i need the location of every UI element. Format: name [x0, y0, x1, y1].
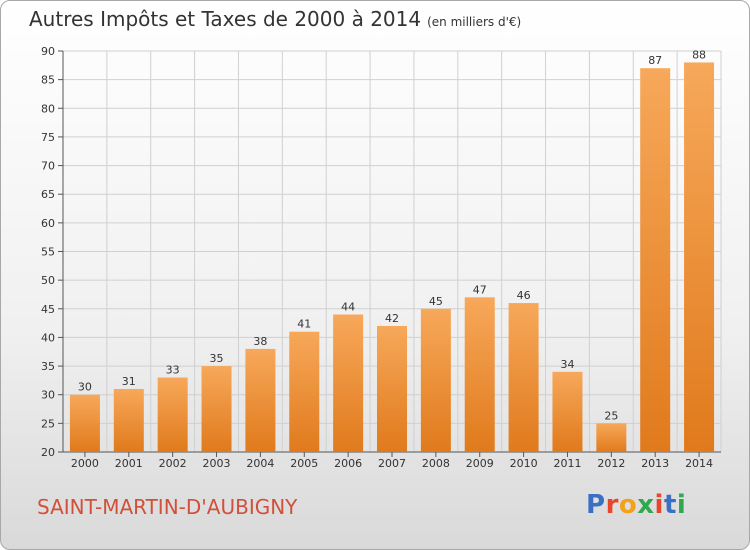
- bar-value-label: 46: [517, 289, 531, 302]
- x-tick-label: 2009: [466, 457, 494, 470]
- x-tick-label: 2008: [422, 457, 450, 470]
- bar: [684, 62, 715, 452]
- bar-value-label: 25: [604, 409, 618, 422]
- x-tick-label: 2014: [685, 457, 713, 470]
- y-tick-label: 70: [41, 160, 55, 173]
- bar-value-label: 35: [210, 352, 224, 365]
- bar: [508, 303, 539, 452]
- bar: [113, 388, 144, 452]
- brand-logo: Proxiti: [586, 490, 686, 520]
- bar-value-label: 45: [429, 295, 443, 308]
- bar: [69, 394, 100, 452]
- y-tick-label: 30: [41, 389, 55, 402]
- bar: [596, 423, 627, 452]
- x-tick-label: 2001: [115, 457, 143, 470]
- bar-layer: [69, 62, 715, 452]
- commune-name: SAINT-MARTIN-D'AUBIGNY: [37, 495, 298, 519]
- x-tick-label: 2002: [159, 457, 187, 470]
- x-tick-label: 2007: [378, 457, 406, 470]
- bar-value-label: 34: [560, 358, 574, 371]
- bar: [552, 371, 583, 452]
- bar: [289, 331, 320, 452]
- bar: [157, 377, 188, 452]
- y-tick-label: 25: [41, 417, 55, 430]
- bar-value-label: 38: [253, 335, 267, 348]
- y-tick-label: 35: [41, 360, 55, 373]
- bar-value-label: 47: [473, 283, 487, 296]
- bar-value-label: 31: [122, 375, 136, 388]
- x-tick-label: 2012: [597, 457, 625, 470]
- brand-logo-letter: i: [654, 490, 664, 520]
- bar-value-label: 41: [297, 318, 311, 331]
- brand-logo-letter: t: [663, 490, 677, 520]
- y-tick-label: 65: [41, 188, 55, 201]
- bar: [201, 366, 232, 452]
- label-layer: 30 31 33 35 38 41 44 42 45 47 46 34 25 87 88: [78, 48, 706, 422]
- y-tick-label: 60: [41, 217, 55, 230]
- bar: [420, 308, 451, 452]
- bar-value-label: 44: [341, 301, 355, 314]
- brand-logo-letter: x: [637, 490, 655, 520]
- x-tick-label: 2010: [510, 457, 538, 470]
- bar: [640, 68, 671, 452]
- brand-logo-letter: i: [676, 490, 687, 520]
- brand-logo-letter: o: [618, 490, 638, 520]
- x-tick-label: 2003: [203, 457, 231, 470]
- brand-logo-letter: P: [586, 490, 606, 520]
- y-tick-label: 20: [41, 446, 55, 459]
- bar: [377, 325, 407, 452]
- x-tick-label: 2011: [553, 457, 581, 470]
- y-tick-label: 80: [41, 102, 55, 115]
- y-tick-label: 90: [41, 45, 55, 58]
- y-tick-label: 50: [41, 274, 55, 287]
- brand-logo-letter: r: [605, 490, 619, 520]
- bar-value-label: 42: [385, 312, 399, 325]
- bar-value-label: 87: [648, 54, 662, 67]
- bar-value-label: 88: [692, 48, 706, 61]
- chart-title: Autres Impôts et Taxes de 2000 à 2014 (en…: [29, 7, 521, 31]
- bar: [464, 297, 495, 452]
- y-tick-label: 45: [41, 303, 55, 316]
- bar: [333, 314, 364, 452]
- x-tick-label: 2005: [290, 457, 318, 470]
- chart-title-text: Autres Impôts et Taxes de 2000 à 2014: [29, 7, 422, 31]
- x-tick-label: 2013: [641, 457, 669, 470]
- bar-value-label: 30: [78, 381, 92, 394]
- y-tick-label: 85: [41, 74, 55, 87]
- x-tick-label: 2006: [334, 457, 362, 470]
- chart-unit-label: (en milliers d'€): [427, 15, 522, 29]
- y-tick-label: 55: [41, 246, 55, 259]
- bar-value-label: 33: [166, 364, 180, 377]
- x-tick-label: 2000: [71, 457, 99, 470]
- bar: [245, 348, 276, 452]
- y-tick-label: 75: [41, 131, 55, 144]
- x-tick-label: 2004: [246, 457, 274, 470]
- y-tick-label: 40: [41, 331, 55, 344]
